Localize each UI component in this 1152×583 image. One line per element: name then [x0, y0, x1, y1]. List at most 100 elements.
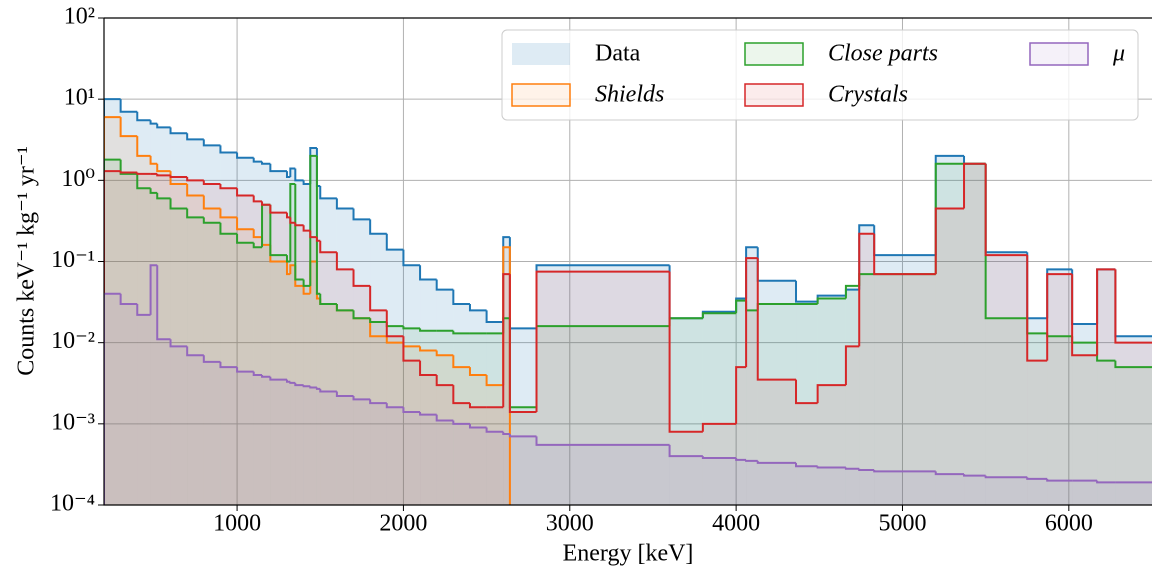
histogram-step — [236, 152, 254, 159]
histogram-step — [385, 403, 404, 409]
histogram-step — [502, 431, 510, 435]
histogram-fill — [985, 255, 1028, 505]
histogram-step — [302, 385, 311, 388]
histogram-step — [309, 154, 317, 286]
histogram-step — [261, 161, 271, 165]
histogram-fill — [203, 361, 221, 505]
histogram-fill — [303, 386, 311, 505]
histogram-fill — [203, 145, 221, 505]
histogram-step — [963, 155, 986, 165]
histogram-fill — [859, 469, 875, 505]
histogram-step — [1114, 269, 1152, 338]
histogram-fill — [336, 208, 354, 505]
y-tick-label: 10⁰ — [61, 166, 95, 192]
histogram-step — [219, 361, 238, 369]
x-tick-label: 3000 — [546, 511, 594, 537]
histogram-step — [485, 310, 504, 323]
histogram-fill — [859, 225, 875, 505]
histogram-step — [315, 237, 321, 242]
histogram-step — [169, 198, 188, 210]
histogram-step — [309, 386, 317, 389]
histogram-step — [302, 180, 311, 186]
histogram-fill — [874, 471, 936, 505]
histogram-step — [844, 467, 860, 470]
histogram-fill — [310, 155, 317, 505]
histogram-fill — [453, 423, 470, 505]
histogram-fill — [120, 136, 138, 505]
histogram-step — [289, 217, 296, 224]
histogram-step — [385, 336, 404, 344]
histogram-fill — [310, 237, 317, 505]
histogram-step — [289, 264, 296, 275]
histogram-fill — [303, 184, 311, 505]
histogram-step — [1114, 360, 1152, 369]
legend-swatch — [744, 83, 804, 107]
histogram-fill — [286, 381, 291, 505]
histogram-fill — [150, 265, 158, 505]
x-axis-label: Energy [keV] — [563, 541, 694, 567]
histogram-step — [302, 279, 311, 287]
histogram-fill — [1047, 336, 1073, 505]
histogram-fill — [157, 339, 171, 505]
histogram-step — [289, 381, 296, 384]
histogram-fill — [817, 385, 846, 505]
histogram-fill — [859, 274, 875, 505]
histogram-step — [1114, 269, 1152, 344]
histogram-fill — [536, 326, 670, 505]
histogram-step — [485, 374, 504, 387]
histogram-fill — [1047, 480, 1073, 505]
histogram-fill — [386, 407, 404, 505]
histogram-step — [468, 403, 487, 409]
histogram-fill — [253, 161, 263, 505]
histogram-step — [385, 233, 404, 251]
histogram-step — [468, 367, 487, 376]
histogram-fill — [137, 188, 151, 505]
histogram-step — [369, 318, 387, 323]
histogram-fill — [295, 285, 304, 505]
y-tick-label: 10¹ — [64, 85, 95, 111]
histogram-fill — [320, 303, 337, 505]
histogram-fill — [503, 247, 510, 505]
histogram-fill — [436, 289, 454, 505]
histogram-step — [294, 382, 304, 387]
histogram-fill — [420, 374, 437, 505]
histogram-fill — [303, 285, 311, 505]
histogram-fill — [262, 204, 271, 505]
histogram-step — [252, 195, 263, 203]
histogram-step — [269, 204, 287, 214]
histogram-step — [149, 120, 158, 125]
histogram-fill — [985, 252, 1028, 505]
histogram-fill — [316, 298, 321, 505]
histogram-fill — [150, 163, 158, 505]
histogram-fill — [985, 477, 1028, 505]
histogram-step — [269, 204, 287, 257]
histogram-fill — [353, 285, 371, 505]
histogram-step — [236, 233, 254, 244]
histogram-fill — [310, 387, 317, 505]
histogram-fill — [187, 180, 204, 505]
histogram-fill — [736, 459, 747, 505]
histogram-step — [535, 436, 670, 446]
histogram-fill — [104, 171, 121, 505]
y-tick-label: 10⁻¹ — [51, 247, 95, 273]
histogram-fill — [187, 217, 204, 505]
histogram-step — [756, 460, 797, 464]
plot-area — [104, 98, 1152, 505]
histogram-fill — [237, 371, 254, 505]
legend-swatch — [1029, 42, 1089, 66]
histogram-fill — [370, 403, 387, 505]
histogram-step — [452, 289, 470, 305]
histogram-fill — [295, 279, 304, 505]
histogram-step — [319, 186, 337, 200]
histogram-fill — [353, 318, 371, 505]
histogram-fill — [303, 293, 311, 505]
histogram-fill — [859, 233, 875, 505]
histogram-fill — [157, 171, 171, 505]
histogram-step — [508, 237, 537, 330]
histogram-fill — [320, 303, 337, 505]
histogram-fill — [295, 180, 304, 505]
histogram-step — [1071, 269, 1098, 325]
legend: Data Shields Close parts Crystals μ — [501, 29, 1139, 121]
histogram-fill — [736, 367, 747, 505]
histogram-fill — [1072, 342, 1098, 505]
